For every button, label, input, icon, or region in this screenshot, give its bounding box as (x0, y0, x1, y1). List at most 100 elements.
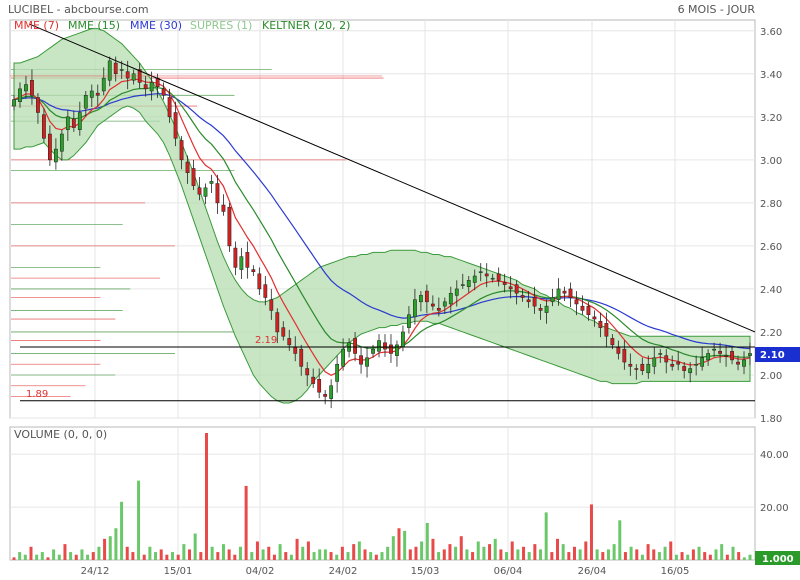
legend-mme30: MME (30) (130, 19, 182, 32)
candle-body (700, 357, 705, 367)
candle-body (317, 379, 322, 393)
volume-bar (623, 552, 627, 560)
volume-bar (40, 552, 44, 560)
volume-bar (748, 554, 752, 560)
volume-bar (601, 552, 605, 560)
volume-bar (159, 549, 163, 560)
volume-bar (261, 549, 265, 560)
candle-body (353, 338, 357, 354)
candle-body (59, 133, 64, 152)
volume-bar (572, 546, 576, 560)
candle-body (30, 79, 34, 96)
candle-body (448, 292, 453, 305)
volume-bar (606, 549, 610, 560)
candle-body (365, 357, 369, 367)
candle-body (640, 363, 645, 371)
volume-bars (12, 433, 752, 560)
volume-bar (295, 538, 299, 560)
mme7-line (13, 78, 751, 376)
volume-bar (544, 512, 548, 560)
volume-bar (567, 552, 571, 560)
candle-body (179, 140, 184, 161)
volume-bar (86, 554, 90, 560)
volume-bar (272, 554, 276, 560)
candle-body (383, 342, 387, 350)
volume-bar (465, 549, 469, 560)
volume-bar (63, 544, 67, 560)
volume-bar (414, 546, 418, 560)
volume-bar (57, 554, 61, 560)
candle-body (401, 331, 405, 348)
candle-body (413, 299, 417, 318)
candle-body (125, 71, 130, 79)
candle-body (167, 97, 172, 118)
volume-bar (652, 549, 656, 560)
volume-bar (657, 552, 661, 560)
trend-and-reference-lines (10, 23, 756, 402)
volume-bar (23, 554, 27, 560)
volume-bar (188, 549, 192, 560)
volume-bar (154, 552, 158, 560)
price-tick-label: 2.00 (760, 371, 782, 382)
candle-body (341, 348, 346, 367)
candle-body (395, 344, 399, 356)
volume-bar (505, 552, 509, 560)
date-tick-label: 16/05 (661, 566, 690, 577)
candle-body (323, 394, 328, 397)
volume-bar (114, 528, 118, 560)
volume-bar (306, 541, 310, 560)
volume-bar (346, 552, 350, 560)
candle-body (550, 297, 555, 303)
volume-bar (165, 554, 169, 560)
candle-body (748, 353, 752, 356)
candle-body (287, 338, 292, 346)
date-tick-label: 24/02 (329, 566, 358, 577)
volume-bar (720, 544, 724, 560)
legend-mme7: MME (7) (14, 19, 59, 32)
candle-body (42, 114, 46, 139)
volume-bar (510, 541, 514, 560)
candle-body (454, 288, 459, 296)
candle-body (604, 323, 609, 337)
candle-body (472, 275, 477, 283)
volume-bar (250, 552, 254, 560)
last-volume-tag (755, 551, 800, 565)
candle-body (676, 361, 681, 365)
candle-body (682, 366, 687, 371)
volume-bar (329, 552, 333, 560)
candle-body (514, 284, 519, 294)
candle-body (658, 353, 663, 355)
volume-bar (323, 549, 327, 560)
candle-body (490, 277, 495, 280)
candle-body (442, 301, 447, 307)
candle-body (24, 84, 28, 92)
volume-bar (210, 546, 214, 560)
volume-bar (578, 549, 582, 560)
volume-bar (369, 552, 373, 560)
volume-bar (335, 554, 339, 560)
candle-body (251, 269, 256, 272)
volume-bar (533, 544, 537, 560)
volume-bar (18, 552, 22, 560)
price-tick-label: 3.40 (760, 70, 782, 81)
volume-bar (629, 546, 633, 560)
candle-body (670, 363, 675, 367)
volume-bar (556, 538, 560, 560)
volume-bar (697, 546, 701, 560)
volume-tick-label: 20.00 (760, 503, 789, 514)
volume-bar (669, 541, 673, 560)
volume-bar (204, 433, 208, 560)
volume-bar (561, 544, 565, 560)
volume-bar (255, 541, 259, 560)
volume-bar (227, 549, 231, 560)
volume-bar (74, 554, 78, 560)
volume-bar (595, 549, 599, 560)
candle-body (77, 112, 82, 130)
date-tick-label: 06/04 (494, 566, 523, 577)
volume-bar (522, 546, 526, 560)
candle-body (305, 368, 310, 376)
candle-body (89, 90, 94, 98)
candle-body (359, 355, 363, 365)
volume-bar (437, 552, 441, 560)
